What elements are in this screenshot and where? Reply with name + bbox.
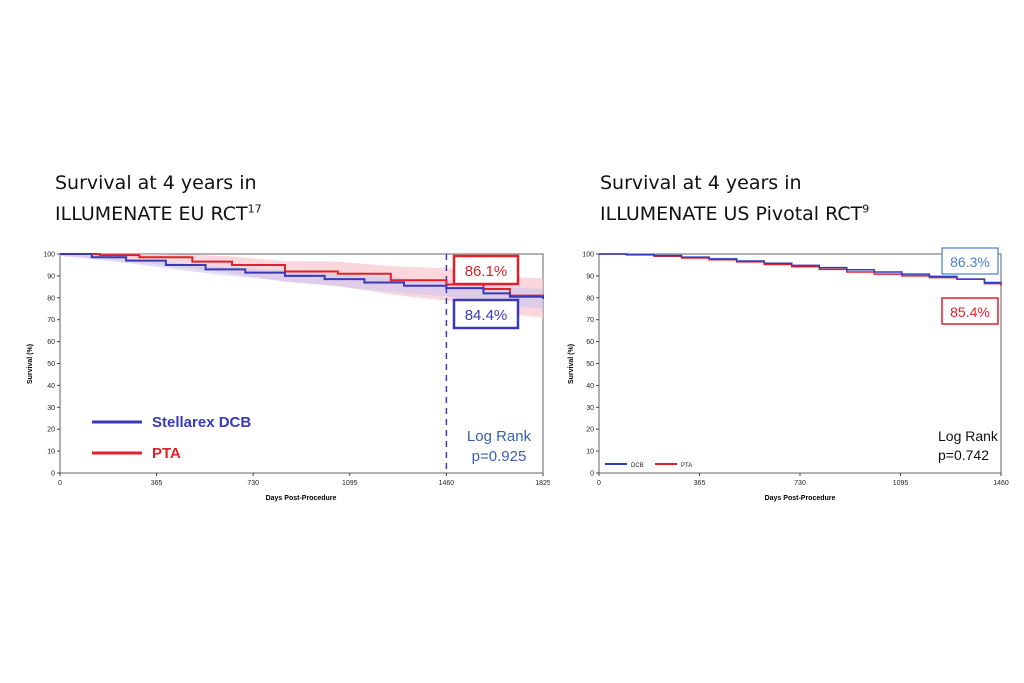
pta-value-box — [452, 254, 520, 286]
y-tick-label: 90 — [586, 273, 594, 280]
dcb-confidence-band — [60, 254, 543, 309]
legend-dcb-label: DCB — [631, 463, 644, 469]
right-panel-title: Survival at 4 years in ILLUMENATE US Piv… — [600, 168, 869, 230]
legend-pta-label: PTA — [681, 463, 692, 469]
y-tick-label: 80 — [47, 295, 55, 302]
log-rank-label: Log Rank — [467, 428, 532, 445]
x-tick-label: 365 — [694, 480, 706, 487]
y-axis-label: Survival (%) — [568, 344, 575, 384]
p-value-label: p=0.925 — [472, 448, 527, 465]
x-tick-label: 365 — [151, 480, 163, 487]
dcb-value-label: 86.3% — [950, 254, 990, 270]
x-tick-label: 1460 — [439, 480, 455, 487]
y-tick-label: 30 — [586, 405, 594, 412]
x-tick-label: 0 — [597, 480, 601, 487]
pta-value-label: 85.4% — [950, 304, 990, 320]
right-title-line1: Survival at 4 years in — [600, 172, 802, 194]
y-tick-label: 70 — [47, 317, 55, 324]
us-survival-chart: 0 10 20 30 40 50 60 70 80 90 100 0 365 730 1095 1460 S… — [568, 247, 1009, 502]
eu-survival-chart: 0 10 20 30 40 50 60 70 80 90 100 0 365 730 1095 1460 18… — [27, 252, 550, 503]
dcb-value-label: 84.4% — [465, 307, 508, 324]
y-tick-label: 10 — [47, 449, 55, 456]
y-axis-label: Survival (%) — [27, 344, 34, 384]
y-axis-ticks: 0 10 20 30 40 50 60 70 80 90 100 — [582, 252, 599, 478]
pta-survival-line — [599, 253, 1002, 286]
legend-dcb-label: Stellarex DCB — [152, 414, 251, 431]
y-tick-label: 0 — [51, 471, 55, 478]
y-tick-label: 20 — [47, 427, 55, 434]
pta-value-label: 86.1% — [465, 263, 508, 280]
right-title-text: ILLUMENATE US Pivotal RCT — [600, 203, 863, 225]
dcb-value-box — [452, 298, 520, 330]
dcb-survival-line — [599, 253, 1002, 285]
x-tick-label: 0 — [58, 480, 62, 487]
x-axis-label: Days Post-Procedure — [266, 495, 337, 502]
y-tick-label: 100 — [43, 252, 55, 259]
left-title-text: ILLUMENATE EU RCT — [55, 203, 248, 225]
y-tick-label: 60 — [586, 339, 594, 346]
x-tick-label: 730 — [247, 480, 259, 487]
y-tick-label: 40 — [47, 383, 55, 390]
y-tick-label: 80 — [586, 295, 594, 302]
x-tick-label: 1095 — [893, 480, 909, 487]
y-tick-label: 60 — [47, 339, 55, 346]
y-tick-label: 0 — [590, 471, 594, 478]
dcb-survival-line — [60, 253, 544, 299]
y-tick-label: 20 — [586, 427, 594, 434]
dcb-value-box — [941, 247, 999, 275]
x-tick-label: 730 — [794, 480, 806, 487]
y-tick-label: 100 — [582, 252, 594, 259]
y-tick-label: 10 — [586, 449, 594, 456]
y-tick-label: 70 — [586, 317, 594, 324]
pta-value-box — [941, 297, 999, 325]
y-tick-label: 50 — [586, 361, 594, 368]
x-axis-ticks: 0 365 730 1095 1460 1825 — [58, 473, 550, 487]
right-title-line2: ILLUMENATE US Pivotal RCT9 — [600, 199, 869, 230]
x-tick-label: 1460 — [993, 480, 1009, 487]
left-panel-title: Survival at 4 years in ILLUMENATE EU RCT… — [55, 168, 262, 230]
y-tick-label: 40 — [586, 383, 594, 390]
x-axis-label: Days Post-Procedure — [765, 495, 836, 502]
left-title-line2: ILLUMENATE EU RCT17 — [55, 199, 262, 230]
y-tick-label: 90 — [47, 273, 55, 280]
p-value-label: p=0.742 — [938, 447, 989, 463]
pta-confidence-band — [60, 254, 543, 318]
y-tick-label: 50 — [47, 361, 55, 368]
x-tick-label: 1095 — [342, 480, 358, 487]
legend-pta-label: PTA — [152, 445, 181, 462]
left-title-line1: Survival at 4 years in — [55, 172, 257, 194]
log-rank-label: Log Rank — [938, 428, 999, 444]
x-axis-ticks: 0 365 730 1095 1460 — [597, 473, 1009, 487]
pta-survival-line — [60, 253, 544, 298]
x-tick-label: 1825 — [535, 480, 550, 487]
y-axis-ticks: 0 10 20 30 40 50 60 70 80 90 100 — [43, 252, 60, 478]
right-title-superscript: 9 — [862, 202, 870, 216]
y-tick-label: 30 — [47, 405, 55, 412]
left-title-superscript: 17 — [247, 202, 262, 216]
